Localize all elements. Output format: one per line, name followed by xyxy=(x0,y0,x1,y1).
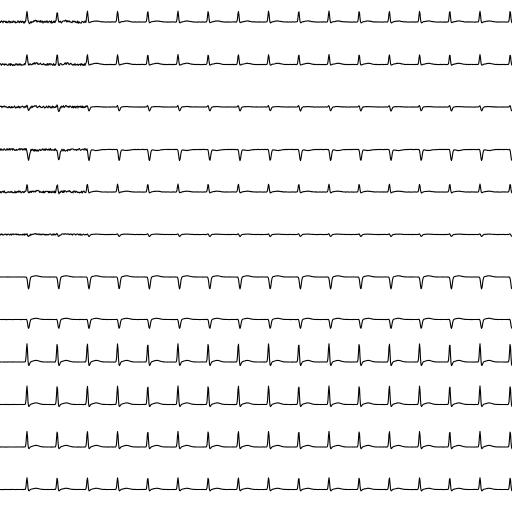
traces-group xyxy=(0,10,512,492)
ecg-trace-4 xyxy=(0,147,512,162)
ecg-trace-11 xyxy=(0,430,512,450)
ecg-trace-3 xyxy=(0,104,512,112)
ecg-trace-10 xyxy=(0,385,512,408)
ecg-trace-6 xyxy=(0,232,512,238)
ecg-trace-5 xyxy=(0,183,512,195)
ecg-trace-12 xyxy=(0,477,512,492)
ecg-trace-2 xyxy=(0,53,512,67)
ecg-trace-8 xyxy=(0,317,512,329)
ecg-trace-1 xyxy=(0,10,512,25)
ecg-trace-7 xyxy=(0,275,512,290)
ecg-trace-9 xyxy=(0,343,512,367)
